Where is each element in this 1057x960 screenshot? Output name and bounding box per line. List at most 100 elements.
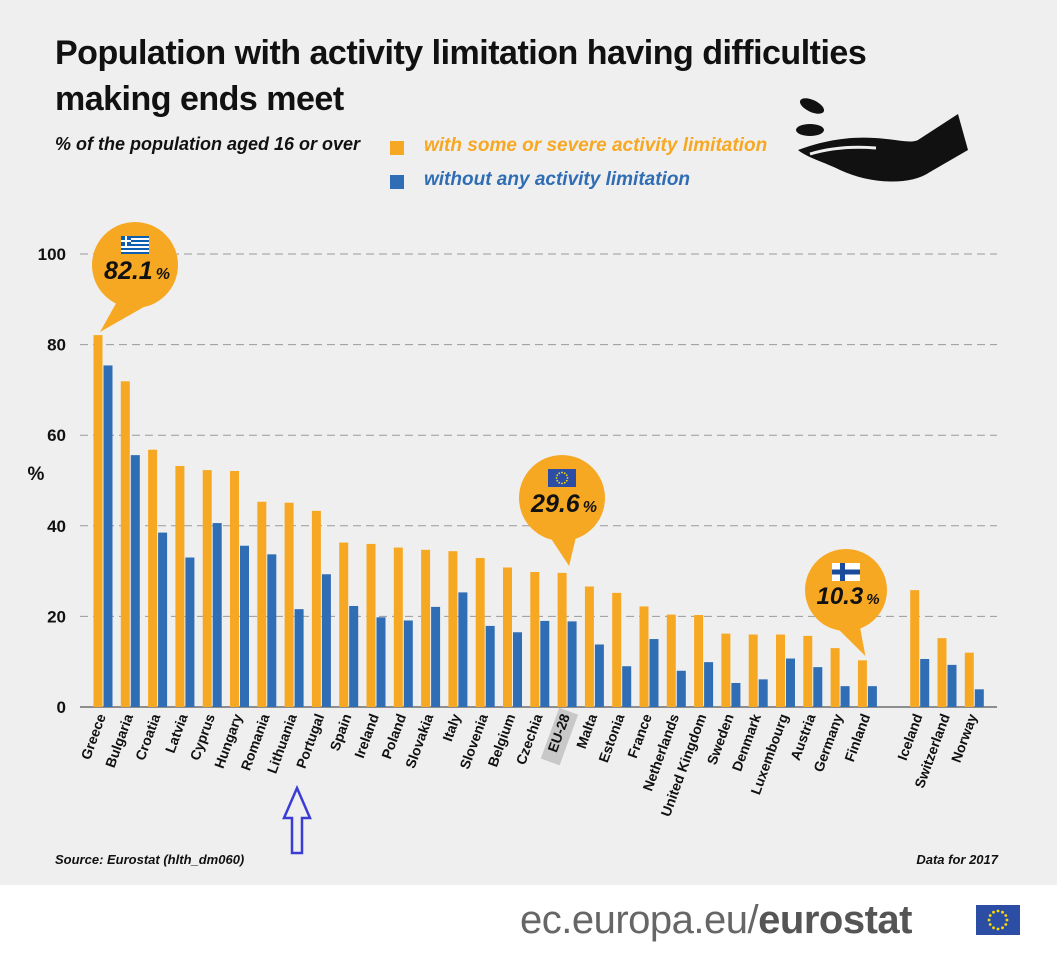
callout-number: 82.1 bbox=[104, 257, 153, 285]
bar-blue bbox=[704, 662, 714, 707]
bar-orange bbox=[284, 502, 294, 707]
bar-orange bbox=[148, 449, 158, 707]
bar-blue bbox=[622, 666, 632, 707]
bar-blue bbox=[947, 664, 957, 707]
flag-stripe bbox=[121, 236, 149, 238]
legend-swatch-blue bbox=[390, 175, 404, 189]
bar-blue bbox=[867, 686, 877, 707]
flag-star bbox=[565, 479, 568, 482]
bar-orange bbox=[366, 543, 376, 707]
legend-swatch-orange bbox=[390, 141, 404, 155]
x-tick-label: Austria bbox=[787, 711, 819, 762]
x-tick-label: Estonia bbox=[595, 711, 627, 764]
bar-orange bbox=[448, 551, 458, 707]
chart-title: Population with activity limitation havi… bbox=[55, 30, 935, 122]
flag-star bbox=[561, 482, 563, 485]
callout-percent: % bbox=[866, 591, 879, 608]
x-tick-group: Iceland bbox=[894, 712, 926, 763]
flag-stripe bbox=[121, 242, 149, 244]
bar-orange bbox=[666, 614, 676, 707]
y-tick-label: 100 bbox=[38, 245, 66, 264]
flag-star bbox=[561, 471, 563, 474]
bar-orange bbox=[202, 470, 212, 707]
bar-orange bbox=[475, 557, 485, 707]
bar-orange bbox=[910, 590, 920, 707]
bar-orange bbox=[120, 381, 130, 707]
bar-blue bbox=[540, 620, 550, 707]
eu-highlight-box bbox=[540, 707, 579, 766]
y-tick-label: 80 bbox=[47, 336, 66, 355]
greece-flag-icon bbox=[121, 236, 149, 254]
bar-blue bbox=[594, 644, 604, 707]
callout-finland: 10.3% bbox=[805, 549, 887, 656]
x-tick-group: Estonia bbox=[595, 711, 627, 764]
bar-orange bbox=[421, 549, 431, 707]
callout-number: 10.3 bbox=[816, 583, 863, 610]
x-tick-group: Norway bbox=[948, 711, 980, 764]
bar-orange bbox=[230, 470, 239, 707]
x-tick-group: Poland bbox=[378, 712, 409, 761]
flag-star bbox=[558, 481, 561, 484]
bar-orange bbox=[748, 634, 758, 707]
flag-star bbox=[563, 472, 566, 475]
x-tick-label: Poland bbox=[378, 712, 409, 761]
flag-star bbox=[565, 474, 568, 477]
bar-blue bbox=[240, 545, 249, 707]
bar-blue bbox=[676, 670, 686, 707]
bar-orange bbox=[257, 501, 267, 707]
footer-domain: ec.europa.eu/ bbox=[520, 898, 759, 942]
bar-blue bbox=[567, 621, 577, 707]
x-tick-label: Ireland bbox=[351, 712, 382, 761]
footer-url[interactable]: ec.europa.eu/eurostat bbox=[520, 898, 912, 943]
bar-blue bbox=[158, 532, 168, 707]
source-note: Source: Eurostat (hlth_dm060) bbox=[55, 852, 245, 867]
bar-orange bbox=[584, 586, 594, 707]
bar-orange bbox=[721, 633, 731, 707]
flag-stripe bbox=[121, 238, 149, 240]
x-tick-label: Czechia bbox=[512, 711, 545, 766]
x-tick-group: Austria bbox=[787, 711, 819, 762]
y-tick-label: 0 bbox=[57, 698, 66, 717]
title-line-1: Population with activity limitation havi… bbox=[55, 34, 867, 72]
flag-stripe bbox=[121, 248, 149, 250]
callout-bubble bbox=[92, 222, 178, 308]
bar-orange bbox=[93, 335, 103, 707]
bar-blue bbox=[403, 620, 413, 707]
bar-orange bbox=[857, 660, 867, 707]
bar-blue bbox=[294, 609, 304, 707]
eu-flag-icon bbox=[976, 905, 1020, 935]
y-axis-label: % bbox=[28, 464, 45, 485]
bar-blue bbox=[349, 605, 359, 707]
bar-blue bbox=[649, 639, 659, 707]
title-line-2: making ends meet bbox=[55, 80, 344, 118]
callout-value: 10.3% bbox=[816, 583, 879, 610]
bar-orange bbox=[393, 547, 403, 707]
x-tick-group: Ireland bbox=[351, 712, 382, 761]
bar-blue bbox=[758, 679, 768, 707]
hand-coins-icon bbox=[796, 98, 968, 182]
callout-value: 29.6% bbox=[530, 490, 597, 518]
bar-orange bbox=[311, 510, 321, 707]
callout-bubble bbox=[805, 549, 887, 631]
bar-orange bbox=[937, 638, 947, 707]
flag-star bbox=[558, 472, 561, 475]
chart-subtitle: % of the population aged 16 or over bbox=[55, 134, 361, 154]
bar-blue bbox=[267, 554, 277, 707]
finland-flag-icon bbox=[832, 563, 860, 581]
bar-orange bbox=[776, 634, 785, 707]
y-tick-label: 60 bbox=[47, 426, 66, 445]
flag-star bbox=[555, 477, 558, 479]
bar-orange bbox=[639, 606, 649, 707]
bar-blue bbox=[731, 682, 741, 707]
x-tick-group: Spain bbox=[326, 712, 354, 753]
x-tick-group: Italy bbox=[439, 711, 464, 743]
flag-field bbox=[548, 469, 576, 487]
flag-star bbox=[556, 479, 559, 482]
x-tick-group: Cyprus bbox=[186, 711, 218, 762]
x-tick-label: Iceland bbox=[894, 712, 926, 763]
footer-brand: eurostat bbox=[758, 898, 912, 942]
callout-number: 29.6 bbox=[530, 490, 581, 518]
bar-orange bbox=[557, 572, 567, 707]
bar-blue bbox=[321, 574, 331, 707]
x-tick-label: Latvia bbox=[162, 711, 191, 755]
